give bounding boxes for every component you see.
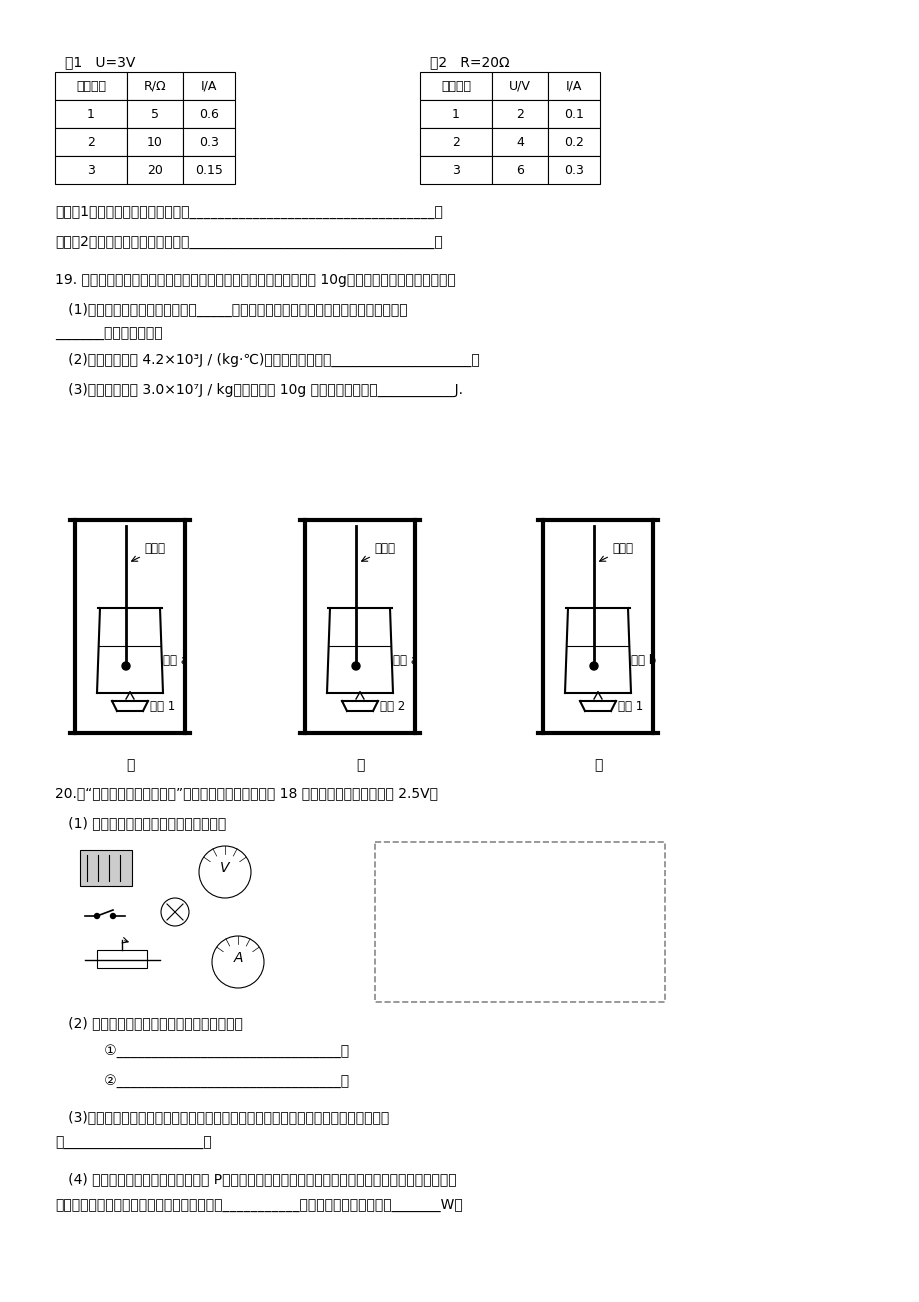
Text: 燃料 1: 燃料 1: [618, 699, 642, 712]
Text: (3)小赵同学连接好电路后，闭合开关时，发现灯光特别亮，这表明他在闭合开关前没: (3)小赵同学连接好电路后，闭合开关时，发现灯光特别亮，这表明他在闭合开关前没: [55, 1111, 389, 1124]
Circle shape: [589, 661, 597, 671]
Text: 1: 1: [451, 108, 460, 121]
Text: 4: 4: [516, 135, 523, 148]
Text: 3: 3: [87, 164, 95, 177]
Bar: [420, 72, 492, 100]
Text: (1) 在方框内画出你设计的实验电路图。: (1) 在方框内画出你设计的实验电路图。: [55, 816, 226, 829]
Text: 0.6: 0.6: [199, 108, 219, 121]
Text: 液体 a: 液体 a: [163, 654, 187, 667]
Text: 实验次序: 实验次序: [440, 79, 471, 92]
Text: 甲: 甲: [126, 758, 134, 772]
Text: A: A: [233, 950, 243, 965]
Bar: [55, 100, 127, 128]
Text: (4) 小赵同学移动滑动变阴器的滑片 P，记下了三组对应的电压表和电流表的示数，如下表所示。由此: (4) 小赵同学移动滑动变阴器的滑片 P，记下了三组对应的电压表和电流表的示数，…: [55, 1172, 456, 1186]
Text: 2: 2: [451, 135, 460, 148]
Text: _______两图进行实验；: _______两图进行实验；: [55, 327, 163, 341]
Bar: [55, 156, 127, 184]
Circle shape: [199, 846, 251, 898]
Text: 丙: 丙: [593, 758, 602, 772]
Text: 实验次序: 实验次序: [76, 79, 106, 92]
Bar: [96, 950, 147, 967]
Bar: [492, 100, 548, 128]
Text: 0.1: 0.1: [563, 108, 584, 121]
Circle shape: [95, 914, 99, 918]
Text: U/V: U/V: [508, 79, 530, 92]
Text: 6: 6: [516, 164, 523, 177]
Text: 液体 a: 液体 a: [392, 654, 417, 667]
Text: 乙: 乙: [356, 758, 364, 772]
Text: (1)比较不同燃料的热値，应选择_____两图进行实验；比较不同物质的比热容，应选择: (1)比较不同燃料的热値，应选择_____两图进行实验；比较不同物质的比热容，应…: [55, 303, 407, 318]
Bar: [492, 156, 548, 184]
Bar: [548, 156, 599, 184]
Text: 燃料 1: 燃料 1: [150, 699, 175, 712]
Circle shape: [122, 661, 130, 671]
Bar: [548, 100, 599, 128]
Text: 可知，他在实验中，电压表选择的量程应该是___________；该小灯泡的额定功率是_______W。: 可知，他在实验中，电压表选择的量程应该是___________；该小灯泡的额定功…: [55, 1198, 462, 1212]
Bar: [55, 128, 127, 156]
Bar: [492, 128, 548, 156]
Bar: [375, 842, 664, 1003]
Text: (2) 图中滑动变阴器的作用有两点，分别是：: (2) 图中滑动变阴器的作用有两点，分别是：: [55, 1016, 243, 1030]
Text: 5: 5: [151, 108, 159, 121]
Text: 0.2: 0.2: [563, 135, 584, 148]
Text: I/A: I/A: [565, 79, 582, 92]
Circle shape: [161, 898, 188, 926]
Circle shape: [211, 936, 264, 988]
Text: 袆2   R=20Ω: 袆2 R=20Ω: [429, 55, 509, 69]
Bar: [127, 100, 183, 128]
Text: 温度计: 温度计: [374, 542, 394, 555]
Text: 袆1   U=3V: 袆1 U=3V: [65, 55, 135, 69]
Text: V: V: [220, 861, 230, 875]
Text: 温度计: 温度计: [611, 542, 632, 555]
Bar: [548, 128, 599, 156]
Text: 20.在“测定小灯泡的额定功率”的实验中，实验器材如图 18 所示，小灯泡额定电压为 2.5V．: 20.在“测定小灯泡的额定功率”的实验中，实验器材如图 18 所示，小灯泡额定电…: [55, 786, 437, 799]
Bar: [183, 128, 234, 156]
Bar: [420, 128, 492, 156]
Text: 有____________________。: 有____________________。: [55, 1137, 211, 1150]
Bar: [80, 850, 131, 885]
Text: 温度计: 温度计: [144, 542, 165, 555]
Bar: [420, 100, 492, 128]
Text: R/Ω: R/Ω: [143, 79, 166, 92]
Bar: [548, 72, 599, 100]
Text: 1: 1: [87, 108, 95, 121]
Text: 3: 3: [451, 164, 460, 177]
Bar: [420, 156, 492, 184]
Text: 19. 如图所示，甲、乙、丙三图中的装置完全相同．燃料的质量都是 10g，烧杯内的液体质量也相同．: 19. 如图所示，甲、乙、丙三图中的装置完全相同．燃料的质量都是 10g，烧杯内…: [55, 273, 455, 286]
Text: (3)酒精的热値为 3.0×10⁷J / kg，完全燃烧 10g 酒精放出的热量为___________J.: (3)酒精的热値为 3.0×10⁷J / kg，完全燃烧 10g 酒精放出的热量…: [55, 383, 462, 397]
Bar: [127, 128, 183, 156]
Text: 0.3: 0.3: [563, 164, 584, 177]
Text: 20: 20: [147, 164, 163, 177]
Text: 分析袆1数据，可以得出的结论是：___________________________________。: 分析袆1数据，可以得出的结论是：________________________…: [55, 204, 442, 219]
Circle shape: [352, 661, 359, 671]
Text: 2: 2: [87, 135, 95, 148]
Text: 液体 b: 液体 b: [630, 654, 655, 667]
Text: ②________________________________。: ②________________________________。: [78, 1074, 348, 1088]
Text: (2)水的比热容为 4.2×10³J / (kg·℃)，它的物理含义是____________________；: (2)水的比热容为 4.2×10³J / (kg·℃)，它的物理含义是_____…: [55, 353, 479, 367]
Bar: [492, 72, 548, 100]
Text: 0.3: 0.3: [199, 135, 219, 148]
Text: 2: 2: [516, 108, 523, 121]
Bar: [55, 72, 127, 100]
Circle shape: [110, 914, 116, 918]
Bar: [183, 100, 234, 128]
Text: 分析袆2数据，可以得出的结论是：___________________________________。: 分析袆2数据，可以得出的结论是：________________________…: [55, 234, 442, 249]
Bar: [183, 72, 234, 100]
Bar: [127, 72, 183, 100]
Text: I/A: I/A: [200, 79, 217, 92]
Text: 0.15: 0.15: [195, 164, 222, 177]
Bar: [183, 156, 234, 184]
Text: ①________________________________；: ①________________________________；: [78, 1044, 348, 1059]
Text: 10: 10: [147, 135, 163, 148]
Bar: [127, 156, 183, 184]
Text: 燃料 2: 燃料 2: [380, 699, 404, 712]
